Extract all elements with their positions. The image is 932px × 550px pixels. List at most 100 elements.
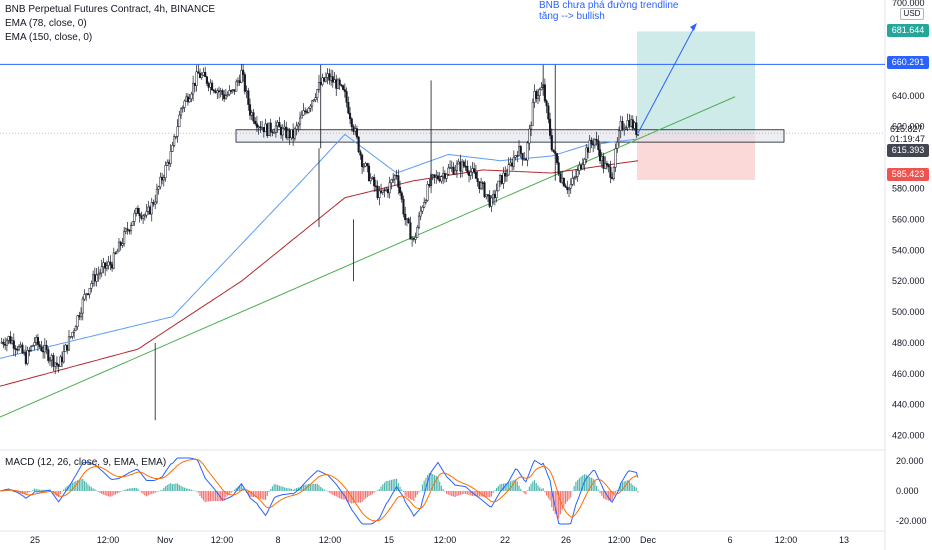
candle-body — [35, 337, 38, 343]
time-tick-label: 12:00 — [434, 535, 457, 545]
candle-body — [79, 312, 83, 318]
trendline — [0, 96, 736, 418]
candle-body — [564, 185, 567, 188]
macd-histogram-bar — [259, 491, 261, 499]
annotation-line-1[interactable]: BNB chưa phá đường trendline — [539, 0, 679, 11]
macd-histogram-bar — [544, 491, 546, 493]
candle-body — [45, 344, 48, 351]
currency-label[interactable]: USD — [900, 8, 924, 20]
candle-body — [324, 77, 327, 82]
candle-body — [257, 126, 260, 128]
candle-body — [400, 192, 403, 200]
candle-body — [254, 120, 257, 124]
macd-histogram-bar — [539, 487, 541, 491]
macd-histogram-bar — [337, 491, 339, 498]
macd-histogram-bar — [302, 485, 305, 491]
macd-histogram-bar — [190, 489, 192, 491]
candle-body — [267, 122, 271, 136]
macd-histogram-bar — [395, 478, 398, 491]
candle-body — [561, 178, 564, 183]
candle-body — [276, 122, 279, 127]
macd-histogram-bar — [335, 491, 337, 497]
candle-body — [221, 90, 224, 95]
macd-histogram-bar — [423, 480, 425, 491]
candle-body — [388, 182, 391, 194]
candle-body — [340, 84, 343, 87]
candle-body — [29, 346, 33, 351]
candle-body — [269, 122, 272, 133]
macd-histogram-bar — [116, 491, 118, 494]
macd-legend[interactable]: MACD (12, 26, close, 9, EMA, EMA) — [5, 457, 167, 468]
macd-histogram-bar — [263, 491, 265, 500]
target-price-tag: 681.644 — [887, 24, 929, 37]
candle-body — [235, 81, 238, 92]
candle-body — [354, 128, 357, 132]
macd-histogram-bar — [333, 491, 336, 496]
candle-body — [326, 73, 329, 78]
macd-histogram-bar — [389, 480, 391, 491]
candle-body — [261, 127, 264, 129]
macd-histogram-bar — [313, 483, 315, 491]
macd-histogram-bar — [516, 481, 518, 491]
candle-body — [28, 350, 31, 352]
candle-body — [67, 336, 71, 351]
candle-body — [636, 133, 640, 136]
macd-histogram-bar — [468, 491, 470, 496]
macd-histogram-bar — [580, 476, 582, 491]
candle-body — [624, 127, 627, 130]
macd-histogram-bar — [270, 488, 272, 491]
macd-histogram-bar — [277, 485, 279, 491]
macd-histogram-bar — [102, 491, 105, 495]
time-tick-label: 12:00 — [775, 535, 798, 545]
annotation-line-2[interactable]: tăng --> bullish — [539, 11, 605, 22]
macd-histogram-bar — [109, 491, 111, 497]
candle-body — [597, 140, 600, 151]
macd-histogram-bar — [509, 481, 511, 491]
ema150-legend[interactable]: EMA (150, close, 0) — [5, 32, 93, 43]
macd-histogram-bar — [194, 490, 196, 492]
macd-histogram-bar — [44, 489, 46, 491]
macd-histogram-bar — [452, 491, 455, 497]
candle-body — [242, 69, 245, 75]
candle-body — [492, 193, 495, 199]
macd-histogram-bar — [204, 491, 206, 503]
macd-histogram-bar — [290, 488, 293, 491]
macd-histogram-bar — [604, 491, 606, 500]
macd-histogram-bar — [614, 491, 617, 493]
macd-histogram-bar — [558, 491, 560, 519]
candle-body — [395, 175, 398, 177]
macd-histogram-bar — [127, 488, 129, 491]
macd-histogram-bar — [339, 491, 341, 499]
candle-body — [164, 165, 167, 178]
candle-body — [69, 336, 72, 338]
macd-histogram-bar — [630, 483, 632, 491]
time-tick-label: 25 — [30, 535, 40, 545]
macd-histogram-bar — [161, 489, 163, 491]
macd-histogram-bar — [444, 491, 446, 492]
candle-body — [262, 127, 265, 133]
candle-body — [371, 177, 374, 179]
ema78-legend[interactable]: EMA (78, close, 0) — [5, 18, 87, 29]
macd-histogram-bar — [75, 481, 77, 491]
candle-body — [162, 177, 165, 181]
candle-body — [617, 130, 621, 143]
macd-histogram-bar — [635, 487, 637, 491]
macd-histogram-bar — [413, 491, 415, 502]
candle-body — [290, 129, 293, 139]
macd-histogram-bar — [378, 489, 380, 491]
candle-body — [126, 228, 129, 231]
candle-body — [454, 170, 457, 175]
macd-histogram-bar — [514, 479, 517, 491]
candle-body — [361, 154, 364, 168]
candle-body — [590, 139, 593, 144]
candle-body — [523, 158, 526, 161]
candle-body — [248, 104, 252, 116]
macd-histogram-bar — [183, 487, 186, 491]
candle-body — [404, 213, 407, 220]
candle-body — [17, 346, 21, 351]
candle-body — [600, 156, 603, 162]
candle-body — [64, 344, 67, 352]
candle-body — [66, 344, 69, 351]
candle-body — [476, 178, 479, 182]
